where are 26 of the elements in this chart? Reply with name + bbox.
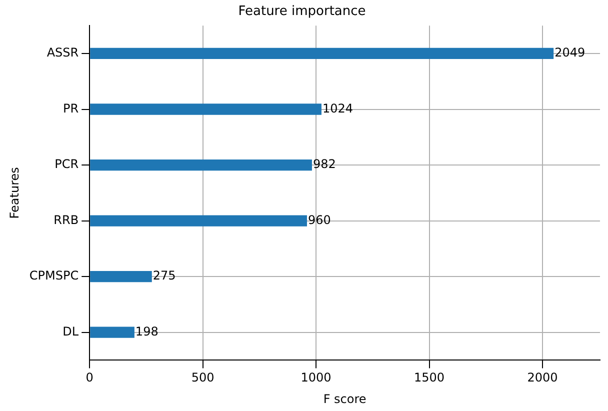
x-axis-title: F score [323, 392, 366, 406]
y-tick-label: CPMSPC [29, 268, 79, 283]
bar [90, 215, 307, 226]
y-tick-label: PR [63, 101, 79, 116]
y-tick-label: PCR [54, 157, 79, 172]
y-axis-title: Features [7, 167, 22, 219]
x-tick-label: 2000 [527, 370, 558, 385]
data-label: 1024 [322, 101, 354, 116]
x-tick-label: 1500 [414, 370, 445, 385]
data-label: 2049 [554, 46, 586, 60]
x-tick-label: 500 [191, 370, 214, 385]
bar [90, 48, 554, 60]
bar [90, 159, 312, 171]
chart-title: Feature importance [238, 4, 366, 20]
x-tick-label: 0 [86, 370, 94, 385]
y-tick-label: ASSR [46, 46, 79, 60]
x-tick-label: 1000 [300, 370, 332, 385]
data-label: 275 [152, 268, 176, 283]
y-tick-label: DL [62, 324, 79, 338]
data-label: 960 [308, 212, 331, 227]
bar [90, 104, 322, 115]
data-label: 982 [312, 157, 336, 172]
bar [90, 326, 134, 338]
data-label: 198 [135, 324, 158, 338]
y-tick-label: RRB [54, 212, 79, 227]
bar [90, 270, 152, 282]
